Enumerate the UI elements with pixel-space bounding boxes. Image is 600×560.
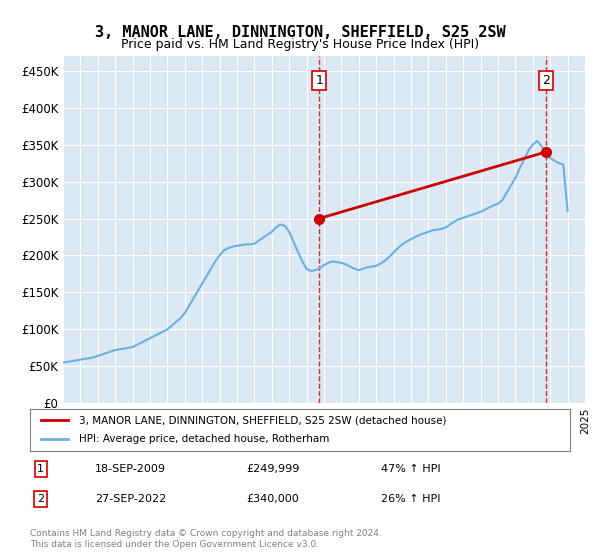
Text: 26% ↑ HPI: 26% ↑ HPI [381,494,440,504]
Text: £249,999: £249,999 [246,464,299,474]
Text: £340,000: £340,000 [246,494,299,504]
Text: Contains HM Land Registry data © Crown copyright and database right 2024.
This d: Contains HM Land Registry data © Crown c… [30,529,382,549]
Text: HPI: Average price, detached house, Rotherham: HPI: Average price, detached house, Roth… [79,435,329,445]
Text: 3, MANOR LANE, DINNINGTON, SHEFFIELD, S25 2SW: 3, MANOR LANE, DINNINGTON, SHEFFIELD, S2… [95,25,505,40]
Text: 1: 1 [37,464,44,474]
Text: 2: 2 [542,74,550,87]
Text: 1: 1 [315,74,323,87]
Text: 2: 2 [37,494,44,504]
Text: Price paid vs. HM Land Registry's House Price Index (HPI): Price paid vs. HM Land Registry's House … [121,38,479,51]
Text: 3, MANOR LANE, DINNINGTON, SHEFFIELD, S25 2SW (detached house): 3, MANOR LANE, DINNINGTON, SHEFFIELD, S2… [79,415,446,425]
Text: 27-SEP-2022: 27-SEP-2022 [95,494,166,504]
Text: 18-SEP-2009: 18-SEP-2009 [95,464,166,474]
Text: 47% ↑ HPI: 47% ↑ HPI [381,464,440,474]
